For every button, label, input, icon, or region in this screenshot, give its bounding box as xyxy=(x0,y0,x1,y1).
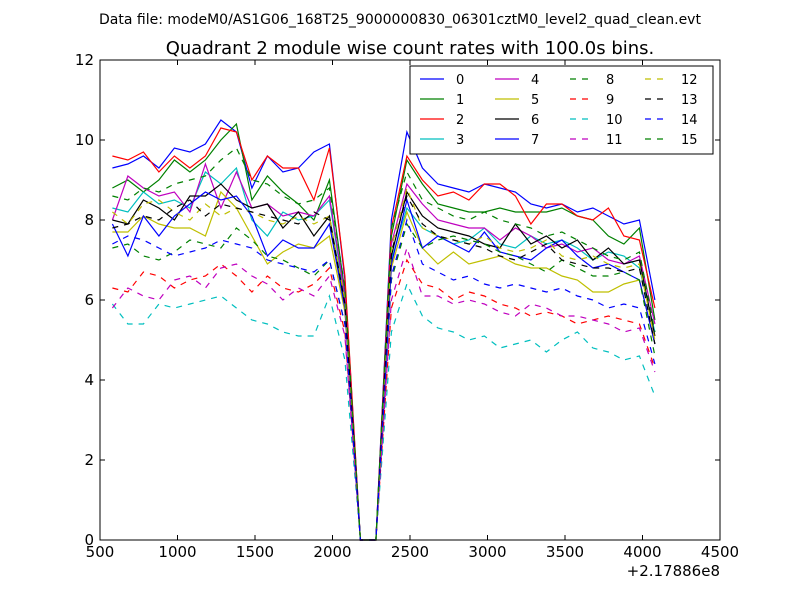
legend-label-12: 12 xyxy=(681,73,698,88)
y-tick-label: 12 xyxy=(75,51,94,69)
legend-label-4: 4 xyxy=(531,73,539,88)
series-layer xyxy=(111,119,656,541)
legend-label-0: 0 xyxy=(456,73,464,88)
series-line-14 xyxy=(112,217,656,541)
x-tick-label: 1000 xyxy=(158,543,196,561)
x-tick-label: 3500 xyxy=(546,543,584,561)
series-line-10 xyxy=(111,282,656,541)
legend-label-14: 14 xyxy=(681,113,698,128)
legend-label-2: 2 xyxy=(456,113,464,128)
y-tick-label: 8 xyxy=(84,211,94,229)
y-tick-label: 6 xyxy=(84,291,94,309)
legend-label-8: 8 xyxy=(606,73,614,88)
legend-label-15: 15 xyxy=(681,133,698,148)
data-file-label: Data file: modeM0/AS1G06_168T25_90000008… xyxy=(99,12,701,28)
y-tick-label: 2 xyxy=(84,451,94,469)
legend-label-5: 5 xyxy=(531,93,539,108)
chart-title: Quadrant 2 module wise count rates with … xyxy=(166,38,655,59)
series-line-5 xyxy=(112,190,656,541)
legend-label-3: 3 xyxy=(456,133,464,148)
x-axis-offset-label: +2.17886e8 xyxy=(627,562,720,580)
x-tick-label: 2500 xyxy=(391,543,429,561)
series-line-7 xyxy=(111,191,656,541)
x-tick-label: 4500 xyxy=(701,543,739,561)
series-line-15 xyxy=(112,147,656,541)
y-tick-label: 0 xyxy=(84,531,94,549)
legend-label-1: 1 xyxy=(456,93,464,108)
y-tick-label: 10 xyxy=(75,131,94,149)
series-line-4 xyxy=(111,162,656,541)
legend-label-7: 7 xyxy=(531,133,539,148)
series-line-12 xyxy=(112,186,656,541)
axis-ticks: 500 1000 1500 2000 2500 3000 3500 4000 4500 0 2 4 6 8… xyxy=(75,51,739,561)
series-line-0 xyxy=(112,119,656,541)
series-line-9 xyxy=(112,258,656,541)
series-line-2 xyxy=(112,127,656,541)
y-tick-label: 4 xyxy=(84,371,94,389)
series-line-3 xyxy=(112,166,656,541)
legend-label-11: 11 xyxy=(606,133,623,148)
x-tick-label: 2000 xyxy=(313,543,351,561)
legend-label-10: 10 xyxy=(606,113,623,128)
x-tick-label: 4000 xyxy=(623,543,661,561)
series-line-11 xyxy=(111,245,656,541)
x-tick-label: 500 xyxy=(86,543,115,561)
legend-label-9: 9 xyxy=(606,93,614,108)
series-line-1 xyxy=(112,122,656,541)
x-tick-label: 3000 xyxy=(468,543,506,561)
legend-label-13: 13 xyxy=(681,93,698,108)
legend-label-6: 6 xyxy=(531,113,539,128)
x-tick-label: 1500 xyxy=(236,543,274,561)
